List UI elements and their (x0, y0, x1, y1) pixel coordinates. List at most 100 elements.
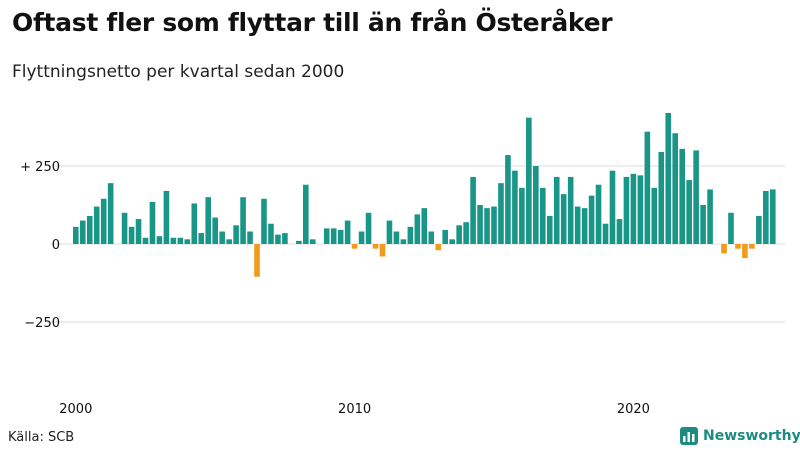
bar (254, 244, 260, 277)
bar (498, 183, 504, 244)
bar (623, 176, 630, 244)
bar (337, 229, 344, 244)
bar (463, 222, 469, 244)
bar (693, 150, 699, 244)
bar (658, 151, 665, 244)
bar (191, 203, 198, 244)
bar (567, 176, 574, 244)
bar (135, 219, 142, 244)
bar (386, 220, 393, 244)
bar (519, 187, 525, 244)
bar (686, 180, 692, 244)
bar (303, 184, 309, 244)
brand-name: Newsworthy (703, 428, 800, 444)
bar (721, 244, 727, 254)
bar (602, 223, 609, 244)
y-tick-label: −250 (24, 316, 60, 331)
bar (170, 237, 177, 244)
bar (728, 212, 734, 244)
bar (247, 231, 253, 244)
bar (358, 231, 365, 244)
bar (442, 229, 449, 244)
bar (484, 208, 490, 244)
bar (581, 208, 588, 244)
bar (470, 176, 476, 244)
bar (177, 237, 184, 244)
bar (282, 233, 288, 244)
bar (407, 226, 414, 244)
bar (268, 223, 274, 244)
bar (296, 240, 302, 244)
bar (379, 244, 386, 257)
bar (700, 205, 706, 244)
bar (428, 231, 435, 244)
bar (184, 239, 191, 244)
bar (121, 212, 128, 244)
brand-logo[interactable]: Newsworthy (680, 427, 800, 445)
bar (539, 187, 546, 244)
bar (330, 228, 337, 244)
bar (421, 208, 428, 244)
bar (309, 239, 316, 244)
chart-subtitle: Flyttningsnetto per kvartal sedan 2000 (12, 62, 345, 82)
bar (770, 189, 776, 244)
bar (763, 190, 769, 244)
bar (512, 170, 518, 244)
bar (505, 155, 511, 244)
bar (275, 234, 281, 244)
bar (163, 190, 170, 244)
bar (142, 237, 149, 244)
y-tick-label: + 250 (20, 160, 60, 175)
x-tick-label: 2020 (617, 402, 650, 417)
bar (665, 112, 672, 245)
bar (149, 201, 156, 244)
bar (205, 197, 212, 244)
bar (609, 170, 616, 244)
bar (456, 225, 462, 244)
bar (86, 215, 93, 244)
bar (553, 176, 560, 244)
bar (477, 205, 483, 244)
bar (546, 215, 553, 244)
bar (400, 239, 407, 244)
bar-chart: + 250 0 −250 2000 2010 2020 (20, 112, 785, 417)
bar (588, 195, 595, 244)
bar (351, 244, 358, 249)
bar (707, 189, 713, 244)
bar (735, 244, 741, 249)
bar (616, 219, 623, 244)
source-note: Källa: SCB (8, 430, 75, 445)
bar (644, 131, 651, 244)
bar (100, 198, 107, 244)
bar (156, 236, 163, 244)
bar (365, 212, 372, 244)
bar (749, 244, 755, 249)
bar (198, 233, 205, 244)
bar (344, 220, 351, 244)
bar (533, 166, 539, 244)
bar (414, 214, 421, 244)
bar (226, 239, 232, 244)
bar (240, 197, 246, 244)
bar (526, 117, 532, 244)
bar (449, 239, 455, 244)
bar (679, 148, 685, 244)
bar (491, 206, 497, 244)
bar (742, 244, 748, 259)
bar (128, 226, 135, 244)
bar (219, 231, 225, 244)
bar (651, 187, 658, 244)
bar (756, 215, 762, 244)
bar (233, 225, 239, 244)
bar (637, 175, 644, 244)
y-tick-label: 0 (52, 238, 60, 253)
bar (574, 206, 581, 244)
bar (393, 231, 400, 244)
bar (323, 228, 330, 244)
bar (672, 133, 679, 244)
bar (595, 184, 602, 244)
bar (560, 194, 567, 244)
bar (73, 226, 79, 244)
chart-title: Oftast fler som flyttar till än från Öst… (12, 8, 613, 37)
bar (261, 198, 267, 244)
